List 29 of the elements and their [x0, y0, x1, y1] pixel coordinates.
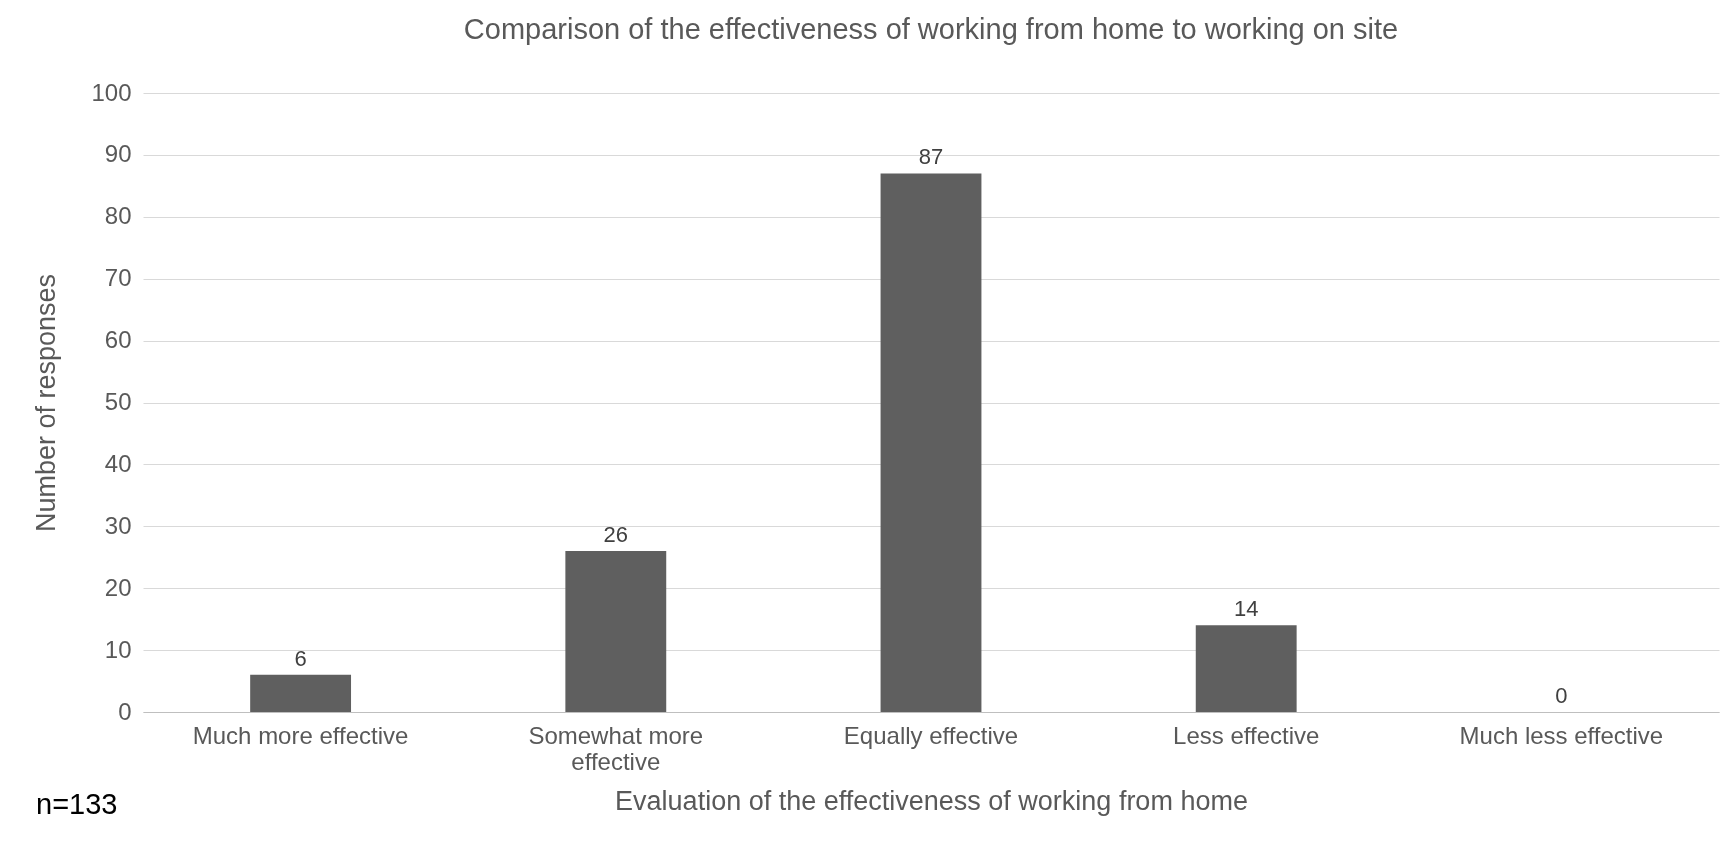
data-label: 26	[603, 522, 629, 548]
chart-title: Comparison of the effectiveness of working from home to working on site	[463, 13, 1399, 45]
data-label: 14	[1233, 596, 1259, 622]
x-tick-label: Much less effective	[1459, 721, 1664, 749]
y-tick-label: 10	[104, 635, 132, 663]
y-tick-label: 40	[104, 449, 132, 477]
bar	[880, 173, 982, 712]
bar	[1195, 625, 1297, 712]
x-axis-title: Evaluation of the effectiveness of working from home	[615, 785, 1248, 816]
y-tick-label: 90	[104, 140, 132, 168]
y-tick-label: 50	[104, 388, 132, 415]
y-tick-label: 20	[104, 573, 132, 601]
text: n=133	[36, 788, 118, 821]
y-axis-title: Number of responses	[31, 273, 62, 533]
y-tick-label: 80	[104, 202, 132, 230]
x-tick-label: Somewhat more effective	[528, 721, 704, 775]
y-tick-label: 60	[104, 326, 132, 354]
y-tick-label: 0	[118, 697, 132, 725]
y-tick-label: 70	[104, 264, 132, 292]
data-label: 6	[294, 645, 307, 671]
bar	[565, 551, 667, 712]
x-tick-label: Equally effective	[843, 721, 1019, 749]
x-tick-label: Less effective	[1173, 721, 1320, 749]
x-tick-label: Much more effective	[192, 721, 409, 749]
y-tick-label: 100	[91, 78, 132, 106]
y-tick-label: 30	[104, 511, 132, 539]
data-label: 0	[1555, 683, 1568, 708]
bar	[250, 674, 352, 712]
data-label: 87	[918, 144, 944, 170]
